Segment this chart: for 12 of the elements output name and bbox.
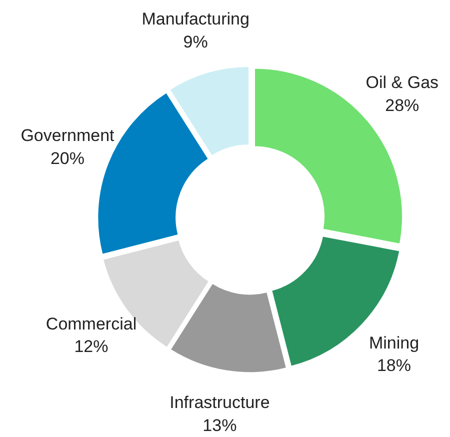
data-label: 12% xyxy=(74,337,108,356)
data-label: 13% xyxy=(202,416,237,435)
slice-label: Oil & Gas xyxy=(366,73,439,92)
slice-label: Government xyxy=(20,126,115,146)
data-label: 18% xyxy=(376,356,412,376)
slice-label: Manufacturing xyxy=(142,10,250,29)
slice-label: Commercial xyxy=(46,314,137,334)
slice-label: Mining xyxy=(368,333,420,352)
data-label: 28% xyxy=(385,96,420,115)
slice-label: Infrastructure xyxy=(170,393,270,412)
data-label: 9% xyxy=(183,32,208,52)
data-label: 20% xyxy=(50,148,84,168)
